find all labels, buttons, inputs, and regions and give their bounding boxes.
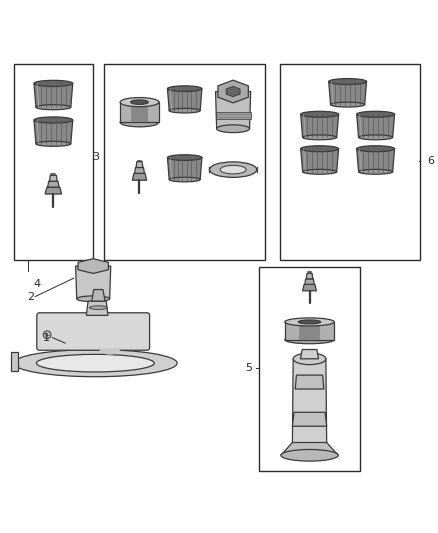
Polygon shape	[295, 375, 324, 389]
Bar	[259, 266, 360, 471]
Polygon shape	[226, 86, 240, 96]
Ellipse shape	[36, 354, 154, 372]
Ellipse shape	[357, 146, 395, 152]
Polygon shape	[303, 285, 316, 291]
Ellipse shape	[298, 320, 321, 324]
Text: 4: 4	[34, 279, 41, 288]
Polygon shape	[215, 92, 251, 129]
Bar	[14, 64, 93, 260]
Ellipse shape	[357, 111, 395, 117]
Ellipse shape	[301, 146, 339, 152]
Bar	[280, 64, 420, 260]
Polygon shape	[136, 161, 143, 167]
Polygon shape	[120, 102, 159, 122]
Ellipse shape	[169, 177, 200, 182]
Ellipse shape	[303, 169, 337, 174]
Polygon shape	[357, 149, 395, 172]
Ellipse shape	[209, 162, 257, 177]
Polygon shape	[281, 442, 338, 455]
Ellipse shape	[14, 350, 177, 377]
Text: 2: 2	[27, 292, 34, 302]
Polygon shape	[48, 181, 59, 187]
Ellipse shape	[167, 155, 202, 160]
FancyBboxPatch shape	[37, 313, 150, 350]
Ellipse shape	[281, 449, 338, 461]
Polygon shape	[134, 167, 145, 173]
Ellipse shape	[220, 165, 246, 174]
Polygon shape	[131, 102, 148, 122]
Polygon shape	[49, 175, 57, 181]
Polygon shape	[285, 322, 334, 340]
Polygon shape	[328, 82, 367, 104]
Polygon shape	[92, 289, 105, 301]
Polygon shape	[292, 413, 327, 426]
Polygon shape	[11, 352, 18, 371]
Polygon shape	[300, 350, 318, 359]
Ellipse shape	[36, 141, 71, 147]
Circle shape	[43, 331, 51, 338]
Ellipse shape	[120, 118, 159, 127]
Polygon shape	[34, 83, 73, 107]
Polygon shape	[218, 80, 248, 103]
Text: 6: 6	[427, 156, 434, 166]
Polygon shape	[299, 322, 321, 340]
Polygon shape	[167, 158, 202, 180]
Polygon shape	[76, 266, 111, 299]
Ellipse shape	[285, 318, 334, 326]
Polygon shape	[215, 112, 251, 119]
Ellipse shape	[331, 102, 365, 107]
Ellipse shape	[359, 169, 393, 174]
Bar	[104, 64, 265, 260]
Polygon shape	[292, 359, 327, 447]
Ellipse shape	[89, 306, 107, 310]
Polygon shape	[34, 120, 73, 144]
Polygon shape	[301, 114, 339, 138]
Ellipse shape	[293, 353, 326, 365]
Polygon shape	[357, 114, 395, 138]
Polygon shape	[306, 273, 313, 279]
Ellipse shape	[217, 125, 250, 133]
Ellipse shape	[77, 296, 110, 302]
Ellipse shape	[34, 117, 73, 123]
Polygon shape	[301, 149, 339, 172]
Ellipse shape	[285, 336, 334, 344]
Ellipse shape	[169, 108, 200, 113]
Polygon shape	[132, 173, 147, 180]
Text: 1: 1	[42, 333, 49, 343]
Ellipse shape	[359, 135, 393, 140]
Ellipse shape	[131, 100, 148, 104]
Ellipse shape	[34, 80, 73, 86]
Text: 3: 3	[92, 152, 99, 161]
Polygon shape	[86, 301, 108, 316]
Polygon shape	[78, 259, 108, 273]
Text: 5: 5	[245, 362, 252, 373]
Ellipse shape	[36, 104, 71, 110]
Ellipse shape	[167, 86, 202, 92]
Polygon shape	[305, 279, 314, 285]
Polygon shape	[45, 187, 62, 194]
Ellipse shape	[120, 98, 159, 107]
Ellipse shape	[303, 135, 337, 140]
Ellipse shape	[328, 78, 367, 85]
Ellipse shape	[301, 111, 339, 117]
Polygon shape	[167, 88, 202, 111]
